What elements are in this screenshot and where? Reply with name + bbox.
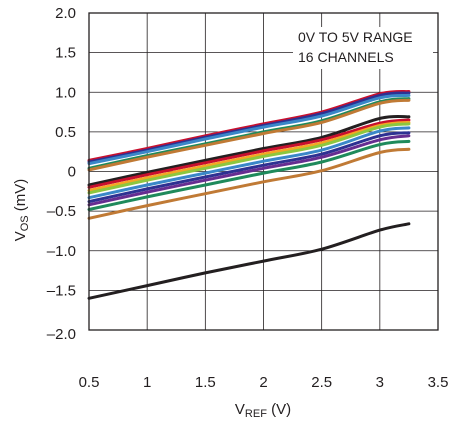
series-line (87, 134, 411, 207)
x-tick-label: 2 (259, 374, 267, 391)
series-line (87, 114, 411, 187)
series-line (87, 147, 411, 220)
series-line (87, 131, 411, 204)
x-tick-label: 3 (376, 374, 384, 391)
y-axis-label: VOS (mV) (12, 179, 31, 242)
y-tick-label: 1.5 (55, 45, 76, 62)
y-tick-label: –2.0 (47, 326, 76, 343)
x-tick-label: 2.5 (311, 374, 332, 391)
annotation-line-1: 0V TO 5V RANGE (298, 29, 413, 45)
annotation-background (293, 27, 433, 69)
x-tick-label: 1 (143, 374, 151, 391)
series-line (87, 91, 411, 164)
y-tick-label: –1.5 (47, 282, 76, 299)
x-tick-label: 1.5 (195, 374, 216, 391)
y-tick-label: 0 (68, 164, 76, 181)
series-lines (87, 90, 411, 300)
y-tick-labels: –2.0 –1.5 –1.0 –0.5 0 0.5 1.0 1.5 2.0 (47, 5, 76, 343)
series-line (87, 90, 411, 162)
series-line (87, 98, 411, 172)
plot-frame (88, 12, 439, 331)
y-tick-label: 1.0 (55, 84, 76, 101)
y-tick-label: 0.5 (55, 124, 76, 141)
x-tick-labels: 0.5 1 1.5 2 2.5 3 3.5 (79, 374, 449, 391)
series-line (87, 126, 411, 200)
x-axis-label: VREF (V) (235, 401, 291, 420)
series-line (87, 139, 411, 211)
annotation-line-2: 16 CHANNELS (298, 49, 394, 65)
series-line (87, 222, 411, 300)
x-tick-label: 0.5 (79, 374, 100, 391)
y-tick-label: 2.0 (55, 5, 76, 22)
y-tick-label: –1.0 (47, 243, 76, 260)
y-tick-label: –0.5 (47, 203, 76, 220)
series-line (87, 122, 411, 195)
series-line (87, 118, 411, 189)
series-line (87, 93, 411, 166)
series-line (87, 120, 411, 192)
x-tick-label: 3.5 (428, 374, 449, 391)
